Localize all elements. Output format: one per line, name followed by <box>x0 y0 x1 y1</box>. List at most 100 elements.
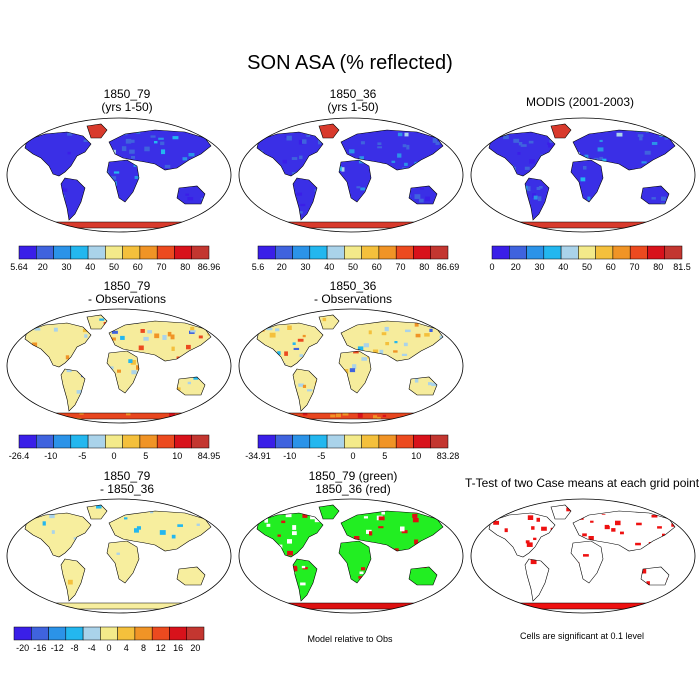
colorbar-swatch <box>191 245 210 260</box>
panel-8-note: Cells are significant at 0.1 level <box>519 631 645 641</box>
colorbar-tick-label: 80 <box>180 262 190 272</box>
continent-australia <box>177 186 205 204</box>
continent-antarctica <box>271 222 431 228</box>
colorbar-tick-label: 8 <box>141 643 146 653</box>
colorbar-swatch <box>36 245 54 260</box>
colorbar-panel-3: 0 20 30 40 50 60 70 80 81.5 <box>489 245 691 272</box>
colorbar-tick-label: 16 <box>173 643 183 653</box>
panel-1-title-line1: 1850_79 <box>103 87 151 101</box>
colorbar-tick-label: -10 <box>283 451 296 461</box>
colorbar-panel-1: 5.64 20 30 40 50 60 70 80 86.96 <box>10 245 221 272</box>
panel-5-title-line1: 1850_36 <box>329 279 377 293</box>
colorbar-tick-label: 5 <box>143 451 148 461</box>
continent-africa <box>571 160 603 202</box>
colorbar-swatch <box>413 434 431 449</box>
colorbar-tick-label: 60 <box>133 262 143 272</box>
continent-africa <box>107 160 139 202</box>
continent-north-america <box>25 513 91 557</box>
colorbar-tick-label: 50 <box>348 262 358 272</box>
panel-7-note: Model relative to Obs <box>307 634 393 644</box>
continent-greenland <box>551 124 571 138</box>
colorbar-swatch <box>122 245 141 260</box>
panel-4-title: 1850_79 - Observations <box>17 280 237 306</box>
colorbar-panel-4: -26.4 -10 -5 0 5 10 84.95 <box>9 434 220 461</box>
continent-greenland <box>551 505 571 519</box>
colorbar-tick-label: 83.28 <box>437 451 460 461</box>
colorbar-swatch <box>395 245 414 260</box>
continent-north-america <box>25 132 91 176</box>
colorbar-tick-label: 5 <box>382 451 387 461</box>
continent-south-america <box>293 559 317 601</box>
map-border <box>6 117 232 233</box>
colorbar-tick-label: 30 <box>534 262 544 272</box>
map-border <box>6 308 232 424</box>
colorbar-tick-label: 86.69 <box>437 262 460 272</box>
colorbar-swatch <box>275 245 293 260</box>
colorbar-swatch <box>430 434 449 449</box>
colorbar-swatch <box>647 245 665 260</box>
colorbar-tick-label: 60 <box>372 262 382 272</box>
colorbar-swatch <box>87 434 106 449</box>
panel-5-title: 1850_36 - Observations <box>243 280 463 306</box>
colorbar-tick-label: -8 <box>70 643 78 653</box>
map-panel-6 <box>6 498 232 614</box>
colorbar-tick-label: 86.96 <box>198 262 221 272</box>
colorbar-swatch <box>151 626 170 641</box>
colorbar-swatch <box>292 434 311 449</box>
continent-south-america <box>293 369 317 411</box>
colorbar-tick-label: 20 <box>190 643 200 653</box>
panel-7-title: 1850_79 (green) 1850_36 (red) <box>243 470 463 496</box>
colorbar-swatch <box>174 245 192 260</box>
colorbar-swatch <box>361 434 380 449</box>
continent-antarctica <box>271 603 431 609</box>
panel-3-title: MODIS (2001-2003) <box>470 96 690 109</box>
colorbar-tick-label: 50 <box>582 262 592 272</box>
panel-7-title-line1: 1850_79 (green) <box>308 469 398 483</box>
colorbar-swatch <box>595 245 614 260</box>
colorbar-tick-label: 80 <box>419 262 429 272</box>
colorbar-swatch <box>509 245 527 260</box>
colorbar-swatch <box>105 245 123 260</box>
panel-1-title-line2: (yrs 1-50) <box>101 100 153 114</box>
colorbar-tick-label: 80 <box>653 262 663 272</box>
colorbar-swatch <box>156 245 175 260</box>
colorbar-swatch <box>491 245 510 260</box>
colorbar-tick-label: 30 <box>300 262 310 272</box>
map-panel-7 <box>238 498 464 614</box>
colorbar-tick-label: 20 <box>511 262 521 272</box>
colorbar-tick-label: -34.91 <box>245 451 271 461</box>
panel-7-title-line2: 1850_36 (red) <box>315 482 391 496</box>
continent-antarctica <box>39 222 199 228</box>
map-border <box>238 117 464 233</box>
continent-australia <box>177 567 205 585</box>
map-border <box>470 117 696 233</box>
colorbar-swatch <box>191 434 210 449</box>
map-panel-8 <box>470 498 696 614</box>
panel-6-title-line1: 1850_79 <box>103 469 151 483</box>
continent-australia <box>177 377 205 395</box>
colorbar-tick-label: 10 <box>411 451 421 461</box>
colorbar-swatch <box>13 626 32 641</box>
colorbar-tick-label: 40 <box>324 262 334 272</box>
colorbar-tick-label: 20 <box>38 262 48 272</box>
colorbar-swatch <box>344 434 362 449</box>
continent-antarctica <box>271 413 431 419</box>
continent-africa <box>571 541 603 583</box>
continent-south-america <box>293 178 317 220</box>
map-border <box>470 498 696 614</box>
colorbar-tick-label: 12 <box>156 643 166 653</box>
continent-africa <box>107 541 139 583</box>
colorbar-swatch <box>156 434 175 449</box>
panel-8-title-line1: T-Test of two Case means at each grid po… <box>464 476 700 490</box>
colorbar-tick-label: 70 <box>629 262 639 272</box>
colorbar-swatch <box>117 626 136 641</box>
continent-south-america <box>61 369 85 411</box>
continent-greenland <box>87 505 107 519</box>
colorbar-panel-2: 5.6 20 30 40 50 60 70 80 86.69 <box>252 245 460 272</box>
panel-4-title-line1: 1850_79 <box>103 279 151 293</box>
panel-3-title-line1: MODIS (2001-2003) <box>525 95 635 109</box>
continent-north-america <box>489 132 555 176</box>
colorbar-swatch <box>18 434 37 449</box>
panel-6-title-line2: - 1850_36 <box>99 482 155 496</box>
panel-8-title: T-Test of two Case means at each grid po… <box>462 477 700 490</box>
